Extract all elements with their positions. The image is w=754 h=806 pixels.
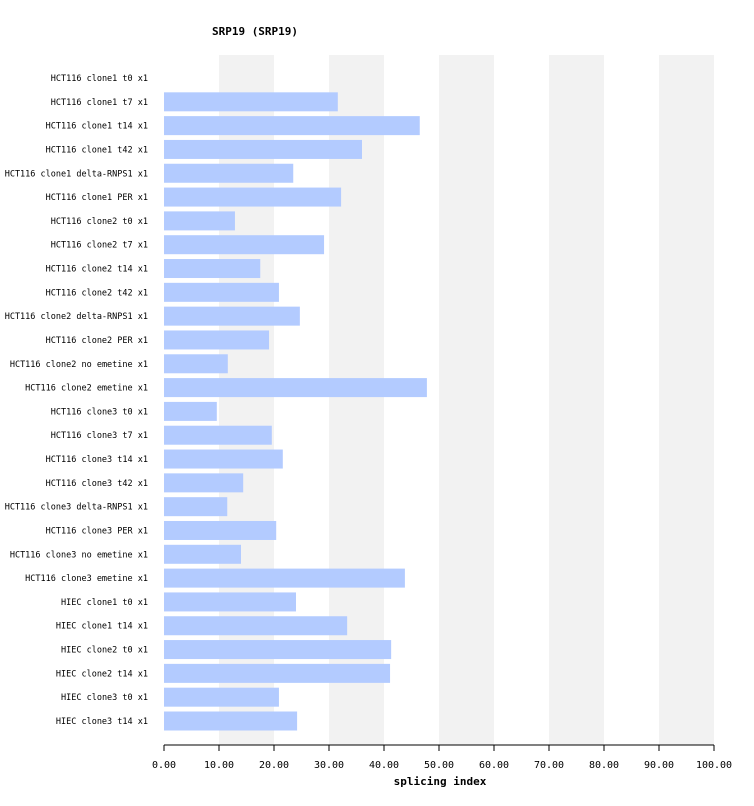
category-label: HCT116 clone1 t42 x1	[46, 145, 148, 155]
x-axis-label: splicing index	[394, 775, 487, 788]
x-tick-label: 80.00	[589, 760, 619, 771]
bar	[164, 139, 362, 159]
category-label: HCT116 clone2 t7 x1	[51, 241, 148, 251]
bar	[164, 163, 294, 183]
bar	[164, 235, 325, 255]
bar	[164, 187, 342, 207]
bar	[164, 711, 298, 731]
bar	[164, 592, 296, 612]
bar	[164, 473, 244, 493]
grid-band	[659, 55, 714, 745]
bar	[164, 544, 241, 564]
bar	[164, 92, 338, 112]
category-label: HCT116 clone2 t0 x1	[51, 217, 148, 227]
bar	[164, 282, 279, 302]
grid-band	[549, 55, 604, 745]
bar	[164, 306, 300, 326]
bar	[164, 116, 420, 136]
category-label: HCT116 clone1 PER x1	[46, 193, 148, 203]
bar	[164, 425, 272, 445]
x-tick-label: 60.00	[479, 760, 509, 771]
category-label: HCT116 clone1 t14 x1	[46, 122, 148, 132]
category-label: HCT116 clone3 delta-RNPS1 x1	[5, 503, 148, 513]
category-label: HIEC clone3 t0 x1	[61, 693, 148, 703]
bar	[164, 211, 235, 231]
category-label: HCT116 clone3 t0 x1	[51, 407, 148, 417]
category-label: HCT116 clone2 PER x1	[46, 336, 148, 346]
bar	[164, 497, 228, 517]
category-label: HCT116 clone1 delta-RNPS1 x1	[5, 169, 148, 179]
bar	[164, 378, 427, 398]
category-label: HIEC clone2 t14 x1	[56, 669, 148, 679]
category-label: HCT116 clone3 PER x1	[46, 526, 148, 536]
bar	[164, 354, 228, 374]
bar	[164, 401, 217, 421]
category-label: HCT116 clone3 t7 x1	[51, 431, 148, 441]
bar	[164, 449, 283, 469]
bar	[164, 640, 392, 660]
category-label: HCT116 clone3 t14 x1	[46, 455, 148, 465]
category-label: HIEC clone2 t0 x1	[61, 646, 148, 656]
bar	[164, 663, 391, 683]
x-tick-label: 40.00	[369, 760, 399, 771]
x-tick-label: 90.00	[644, 760, 674, 771]
category-label: HIEC clone1 t0 x1	[61, 598, 148, 608]
category-label: HCT116 clone3 emetine x1	[25, 574, 148, 584]
x-tick-label: 50.00	[424, 760, 454, 771]
category-label: HCT116 clone2 no emetine x1	[10, 360, 148, 370]
bar	[164, 520, 277, 540]
category-label: HIEC clone3 t14 x1	[56, 717, 148, 727]
chart-title: SRP19 (SRP19)	[212, 25, 298, 38]
bar	[164, 259, 261, 279]
x-tick-label: 10.00	[204, 760, 234, 771]
x-tick-label: 70.00	[534, 760, 564, 771]
category-label: HCT116 clone3 t42 x1	[46, 479, 148, 489]
x-tick-label: 0.00	[152, 760, 176, 771]
bar	[164, 330, 270, 350]
x-tick-label: 20.00	[259, 760, 289, 771]
bar	[164, 616, 348, 636]
category-label: HCT116 clone1 t0 x1	[51, 74, 148, 84]
category-label: HCT116 clone3 no emetine x1	[10, 550, 148, 560]
x-tick-label: 100.00	[696, 760, 732, 771]
bar	[164, 687, 279, 707]
grid-band	[439, 55, 494, 745]
category-label: HCT116 clone2 delta-RNPS1 x1	[5, 312, 148, 322]
category-label: HCT116 clone1 t7 x1	[51, 98, 148, 108]
category-label: HCT116 clone2 emetine x1	[25, 384, 148, 394]
x-tick-label: 30.00	[314, 760, 344, 771]
category-label: HCT116 clone2 t42 x1	[46, 288, 148, 298]
category-label: HIEC clone1 t14 x1	[56, 622, 148, 632]
category-label: HCT116 clone2 t14 x1	[46, 265, 148, 275]
bar	[164, 568, 405, 588]
